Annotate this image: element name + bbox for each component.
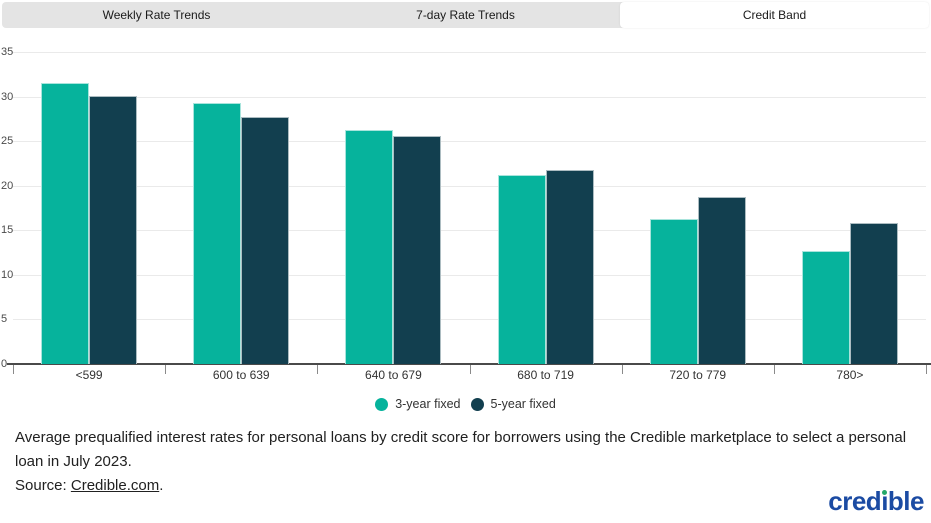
credible-link[interactable]: Credible.com: [70, 477, 160, 494]
chart-legend: 3-year fixed 5-year fixed: [0, 397, 931, 411]
bar-5-year-fixed[interactable]: [89, 95, 138, 364]
bar-5-year-fixed[interactable]: [697, 197, 746, 364]
x-axis-tick: [926, 365, 927, 374]
legend-dot: [470, 397, 484, 411]
x-axis-label: 720 to 779: [669, 368, 727, 382]
logo-text-pre: cred: [828, 486, 882, 516]
x-axis-tick: [165, 365, 167, 374]
bar-3-year-fixed[interactable]: [345, 130, 394, 364]
logo-i: ı: [881, 486, 888, 517]
gridline: [13, 52, 926, 53]
bar-3-year-fixed[interactable]: [193, 102, 242, 364]
y-axis-label: 10: [1, 268, 14, 281]
x-axis-tick: [621, 365, 623, 374]
y-axis-label: 20: [1, 179, 14, 192]
x-axis-label: 680 to 719: [517, 368, 574, 382]
x-axis-tick: [13, 365, 14, 374]
gridline: [13, 274, 926, 276]
x-axis-tick: [317, 365, 319, 374]
gridline: [13, 185, 926, 187]
x-axis-tick: [773, 365, 775, 374]
legend-item-3-year-fixed[interactable]: 3-year fixed: [375, 397, 461, 411]
x-axis-label: 780>: [836, 368, 864, 382]
x-axis-label: <599: [75, 368, 103, 382]
tab-7day-rate-trends[interactable]: 7-day Rate Trends: [416, 8, 515, 22]
legend-label: 3-year fixed: [395, 397, 461, 411]
y-axis-label: 15: [1, 224, 14, 237]
x-axis-tick: [469, 365, 471, 374]
legend-label: 5-year fixed: [490, 397, 556, 411]
caption-text: Average prequalified interest rates for …: [15, 429, 907, 470]
gridline: [13, 96, 926, 98]
y-axis-label: 25: [1, 135, 14, 148]
bar-3-year-fixed[interactable]: [41, 83, 90, 364]
bar-3-year-fixed[interactable]: [801, 250, 850, 364]
x-axis-label: 600 to 639: [212, 368, 270, 382]
caption-source: Source: Credible.com.: [15, 477, 163, 494]
bar-3-year-fixed[interactable]: [649, 218, 698, 364]
gridline: [13, 230, 926, 232]
logo-i-glyph: ı: [881, 486, 888, 516]
logo-i-dot: [882, 490, 888, 495]
legend-item-5-year-fixed[interactable]: 5-year fixed: [470, 397, 556, 411]
x-axis-line: [7, 363, 931, 365]
caption-source-suffix: .: [159, 477, 164, 494]
legend-dot: [375, 397, 389, 411]
tab-weekly-rate-trends[interactable]: Weekly Rate Trends: [102, 8, 211, 22]
gridline: [13, 319, 926, 321]
bar-5-year-fixed[interactable]: [849, 223, 898, 364]
bar-5-year-fixed[interactable]: [241, 117, 290, 364]
tab-bar: Weekly Rate Trends 7-day Rate Trends Cre…: [2, 2, 929, 28]
caption-source-prefix: Source:: [15, 477, 71, 494]
bar-5-year-fixed[interactable]: [545, 169, 594, 364]
y-axis-label: 35: [1, 46, 14, 58]
x-axis-label: 640 to 679: [365, 368, 422, 382]
bar-3-year-fixed[interactable]: [497, 175, 546, 364]
bar-5-year-fixed[interactable]: [393, 135, 442, 364]
logo-text-post: ble: [887, 486, 925, 516]
chart-caption: Average prequalified interest rates for …: [15, 426, 920, 498]
y-axis-label: 5: [1, 313, 8, 326]
tab-credit-band[interactable]: Credit Band: [620, 2, 929, 28]
gridline: [13, 141, 926, 143]
y-axis-label: 30: [1, 90, 14, 103]
credible-logo[interactable]: credı ble: [828, 486, 924, 516]
y-axis-label: 0: [1, 358, 8, 370]
